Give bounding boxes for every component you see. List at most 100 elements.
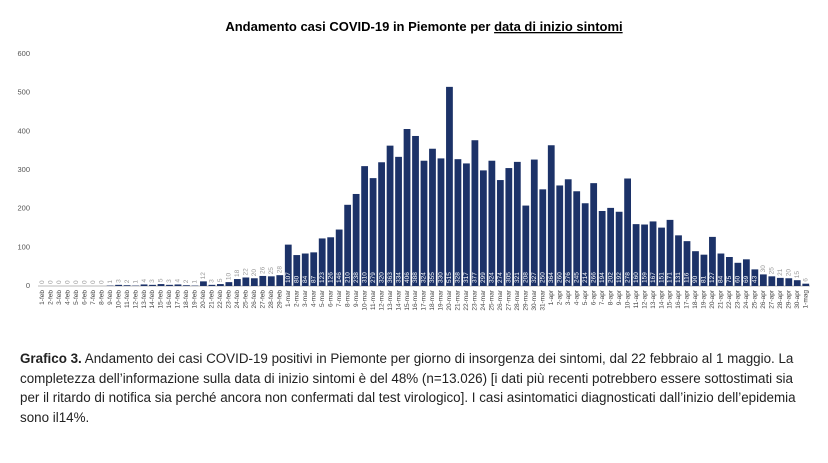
value-label: 260 (556, 272, 563, 283)
bar (361, 166, 369, 286)
x-tick-label: 25-mar (489, 289, 496, 310)
value-label: 10 (226, 273, 233, 281)
bar (539, 189, 547, 286)
x-tick-label: 21-mar (455, 289, 462, 310)
value-label: 305 (506, 272, 513, 283)
value-label: 126 (327, 272, 334, 283)
value-label: 167 (650, 272, 657, 283)
bar (547, 145, 555, 286)
y-tick-label: 100 (17, 242, 30, 251)
bar (293, 255, 301, 286)
value-label: 127 (709, 272, 716, 283)
value-label: 327 (531, 272, 538, 283)
x-tick-label: 18-apr (692, 289, 699, 309)
value-label: 4 (141, 278, 148, 282)
bar (768, 276, 776, 286)
bar (225, 282, 233, 286)
value-label: 43 (752, 275, 759, 283)
value-label: 355 (429, 272, 436, 283)
value-label: 1 (192, 280, 199, 284)
value-label: 80 (293, 275, 300, 283)
bar (378, 162, 385, 286)
bar (200, 281, 207, 286)
value-label: 278 (624, 272, 631, 283)
x-tick-label: 17-apr (684, 289, 691, 309)
x-tick-label: 19-feb (192, 290, 199, 309)
value-label: 22 (243, 268, 250, 276)
x-tick-label: 4-feb (64, 290, 71, 305)
x-tick-label: 10-mar (361, 289, 368, 310)
y-tick-label: 0 (26, 281, 30, 290)
value-label: 3 (115, 279, 122, 283)
x-tick-label: 7-mar (336, 289, 343, 307)
bar (140, 284, 148, 286)
x-tick-label: 9-mar (353, 289, 360, 307)
bar (386, 145, 394, 286)
bar (259, 275, 267, 286)
x-tick-label: 21-feb (209, 290, 216, 309)
x-tick-label: 31-mar (539, 289, 546, 310)
value-label: 214 (582, 272, 589, 283)
x-tick-label: 30-apr (794, 289, 801, 309)
x-tick-label: 26-apr (760, 289, 767, 309)
x-tick-label: 1-feb (39, 290, 46, 305)
x-tick-label: 17-feb (175, 290, 182, 309)
value-label: 84 (718, 275, 725, 283)
bar (166, 284, 173, 286)
x-tick-label: 17-mar (421, 289, 428, 310)
bar (310, 252, 318, 286)
x-tick-label: 5-feb (73, 290, 80, 305)
x-tick-label: 4-mar (310, 289, 317, 307)
x-tick-label: 3-apr (565, 289, 572, 305)
bar (454, 159, 462, 286)
x-tick-label: 13-mar (387, 289, 394, 310)
bar (573, 191, 581, 286)
x-tick-label: 12-apr (641, 289, 648, 309)
x-tick-label: 26-feb (251, 290, 258, 309)
value-label: 160 (633, 272, 640, 283)
caption: Grafico 3. Andamento dei casi COVID-19 p… (20, 349, 810, 427)
bar (395, 156, 402, 286)
bar (157, 284, 165, 286)
value-label: 192 (616, 272, 623, 283)
bar (429, 148, 436, 286)
x-tick-label: 24-feb (234, 290, 241, 309)
title-underlined: data di inizio sintomi (494, 19, 623, 34)
bar (267, 276, 275, 286)
value-label: 151 (658, 272, 665, 283)
x-tick-label: 20-feb (200, 290, 207, 309)
bar (149, 284, 156, 286)
bar (403, 129, 411, 286)
bar (802, 283, 810, 286)
value-label: 2 (183, 279, 190, 283)
x-tick-label: 19-mar (438, 289, 445, 310)
value-label: 274 (497, 272, 504, 283)
x-tick-label: 2-feb (47, 290, 54, 305)
x-tick-label: 11-mar (370, 289, 377, 310)
x-tick-label: 27-feb (260, 290, 267, 309)
bar (123, 285, 131, 286)
value-label: 4 (175, 278, 182, 282)
x-tick-label: 14-apr (658, 289, 665, 309)
bar (734, 262, 742, 286)
y-tick-label: 500 (17, 88, 30, 97)
bar (318, 238, 326, 286)
value-label: 75 (726, 275, 733, 283)
value-label: 15 (794, 271, 801, 279)
value-label: 6 (802, 278, 809, 282)
x-tick-label: 6-apr (590, 289, 597, 305)
x-tick-label: 22-feb (217, 290, 224, 309)
value-label: 364 (548, 272, 555, 283)
y-tick-label: 600 (17, 49, 30, 58)
bar (284, 244, 292, 286)
value-label: 84 (302, 275, 309, 283)
bar (666, 219, 674, 286)
value-label: 2 (124, 279, 131, 283)
bar (530, 159, 538, 286)
bar (344, 204, 352, 286)
bar (174, 284, 182, 286)
x-tick-label: 20-mar (446, 289, 453, 310)
x-tick-label: 30-mar (531, 289, 538, 310)
bar (632, 224, 640, 286)
